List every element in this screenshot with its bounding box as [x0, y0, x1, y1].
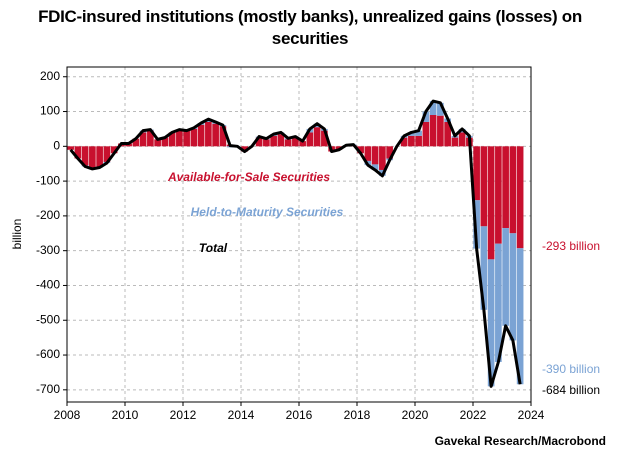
y-tick-label: -200 [36, 208, 60, 222]
y-tick-label: 0 [53, 138, 60, 152]
annotation: -293 billion [542, 239, 600, 253]
bar [437, 115, 444, 147]
x-tick-label: 2016 [286, 408, 313, 422]
bar [458, 132, 466, 147]
x-tick-label: 2018 [344, 408, 371, 422]
y-axis-label: billion [10, 219, 24, 250]
bar [386, 146, 393, 159]
bar [154, 139, 161, 147]
bar [364, 146, 372, 161]
total-line [69, 99, 522, 388]
bar [74, 146, 82, 159]
bar [379, 146, 386, 170]
y-tick-label: 100 [40, 104, 60, 118]
annotation: Available-for-Sale Securities [167, 170, 330, 184]
bar [422, 111, 430, 122]
bar [371, 164, 379, 170]
chart-title: FDIC-insured institutions (mostly banks)… [38, 7, 582, 48]
bar [139, 132, 147, 147]
bar [277, 134, 285, 147]
bar [495, 243, 502, 362]
x-tick-label: 2024 [518, 408, 545, 422]
bar [96, 146, 103, 167]
bar [176, 130, 183, 147]
bar [480, 146, 488, 227]
bar [168, 132, 176, 147]
annotation: -390 billion [542, 362, 600, 376]
x-tick-label: 2020 [402, 408, 429, 422]
bar [444, 121, 451, 147]
annotation: Held-to-Maturity Securities [191, 205, 344, 219]
bar [205, 121, 212, 147]
bar [67, 146, 74, 150]
bar [422, 121, 430, 147]
bar [415, 135, 422, 147]
bar [437, 102, 444, 116]
annotation: Total [199, 241, 228, 255]
bar [429, 115, 437, 147]
bar [197, 124, 205, 147]
bar [357, 146, 364, 154]
y-tick-label: -700 [36, 382, 60, 396]
bar [502, 228, 509, 326]
bar [516, 248, 524, 385]
bar [299, 141, 306, 147]
bar [219, 126, 227, 147]
y-tick-label: -400 [36, 278, 60, 292]
bar [241, 146, 248, 152]
y-tick-label: 200 [40, 69, 60, 83]
bar [306, 132, 314, 147]
x-tick-label: 2010 [112, 408, 139, 422]
bar [415, 130, 422, 136]
bar [161, 137, 169, 147]
bar [255, 137, 263, 147]
bar [451, 137, 459, 147]
bar [408, 135, 415, 147]
bar [313, 127, 321, 147]
y-tick-label: -100 [36, 173, 60, 187]
bar [509, 233, 517, 341]
bar [292, 137, 299, 147]
bar [212, 123, 219, 147]
bar [190, 128, 198, 147]
bar [495, 146, 502, 244]
annotation: -684 billion [542, 383, 600, 397]
plot-frame [66, 66, 532, 403]
bar [132, 138, 140, 147]
bar [473, 200, 480, 249]
bar [263, 139, 270, 147]
x-tick-label: 2014 [228, 408, 255, 422]
y-tick-label: -300 [36, 243, 60, 257]
bar [480, 226, 488, 310]
y-tick-label: -500 [36, 312, 60, 326]
bar [284, 139, 292, 147]
x-tick-label: 2012 [170, 408, 197, 422]
bar [321, 130, 328, 147]
bar [110, 146, 118, 154]
bar [400, 137, 408, 147]
bar [516, 146, 524, 249]
bar [183, 130, 190, 147]
bar [89, 146, 96, 168]
bar [81, 146, 89, 166]
source: Gavekal Research/Macrobond [435, 434, 606, 448]
bar [509, 146, 517, 234]
bar [473, 146, 480, 201]
bar [487, 259, 495, 387]
x-tick-label: 2008 [54, 408, 81, 422]
bar [103, 146, 111, 162]
bar [270, 135, 277, 147]
bar [371, 146, 379, 165]
bar [502, 146, 509, 229]
y-tick-label: -600 [36, 347, 60, 361]
x-tick-label: 2022 [460, 408, 487, 422]
bar [147, 130, 154, 147]
bar [429, 101, 437, 116]
bar [487, 146, 495, 260]
bar [408, 132, 415, 136]
